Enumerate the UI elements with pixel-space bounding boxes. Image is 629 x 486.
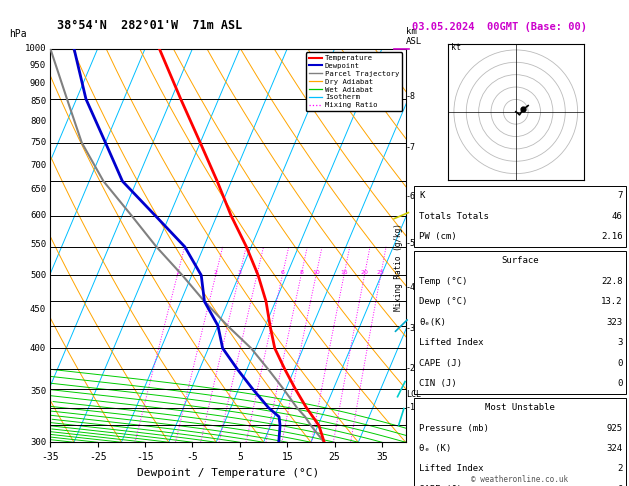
Text: 324: 324 (606, 444, 623, 453)
Text: CAPE (J): CAPE (J) (419, 359, 462, 367)
Text: km
ASL: km ASL (406, 27, 422, 46)
Text: 8: 8 (299, 270, 303, 275)
Text: 6: 6 (281, 270, 284, 275)
Text: 03.05.2024  00GMT (Base: 00): 03.05.2024 00GMT (Base: 00) (412, 21, 587, 32)
Text: Most Unstable: Most Unstable (485, 403, 555, 412)
Text: 850: 850 (30, 97, 46, 106)
Text: Pressure (mb): Pressure (mb) (419, 424, 489, 433)
Text: kt: kt (452, 43, 462, 52)
Text: 0: 0 (617, 359, 623, 367)
Text: 2: 2 (214, 270, 218, 275)
Text: θₑ (K): θₑ (K) (419, 444, 451, 453)
Text: 800: 800 (30, 117, 46, 126)
Text: 1: 1 (175, 270, 179, 275)
Text: 7: 7 (617, 191, 623, 200)
Text: 0: 0 (617, 485, 623, 486)
Text: 25: 25 (377, 270, 384, 275)
Text: 700: 700 (30, 161, 46, 170)
Text: 2: 2 (617, 465, 623, 473)
Text: 2.16: 2.16 (601, 232, 623, 241)
Text: -4: -4 (406, 282, 416, 292)
Text: 1000: 1000 (25, 44, 46, 53)
Text: -7: -7 (406, 143, 416, 152)
Text: Mixing Ratio (g/kg): Mixing Ratio (g/kg) (394, 224, 403, 311)
Text: -1: -1 (406, 402, 416, 412)
Text: Totals Totals: Totals Totals (419, 212, 489, 221)
Text: Surface: Surface (501, 257, 538, 265)
Text: 0: 0 (617, 379, 623, 388)
Text: 300: 300 (30, 438, 46, 447)
Text: θₑ(K): θₑ(K) (419, 318, 446, 327)
Text: Dewp (°C): Dewp (°C) (419, 297, 467, 306)
Text: 10: 10 (312, 270, 320, 275)
Text: 500: 500 (30, 271, 46, 280)
Text: Temp (°C): Temp (°C) (419, 277, 467, 286)
Text: -5: -5 (406, 239, 416, 248)
Text: -8: -8 (406, 92, 416, 101)
Text: CAPE (J): CAPE (J) (419, 485, 462, 486)
Text: -2: -2 (406, 364, 416, 373)
Text: 3: 3 (617, 338, 623, 347)
Text: -6: -6 (406, 192, 416, 201)
Text: 13.2: 13.2 (601, 297, 623, 306)
Text: 400: 400 (30, 344, 46, 353)
X-axis label: Dewpoint / Temperature (°C): Dewpoint / Temperature (°C) (137, 468, 319, 478)
Text: LCL: LCL (406, 390, 421, 399)
Text: 450: 450 (30, 305, 46, 314)
Text: 46: 46 (612, 212, 623, 221)
Text: 750: 750 (30, 138, 46, 147)
Legend: Temperature, Dewpoint, Parcel Trajectory, Dry Adiabat, Wet Adiabat, Isotherm, Mi: Temperature, Dewpoint, Parcel Trajectory… (306, 52, 402, 111)
Text: 550: 550 (30, 240, 46, 248)
Text: 900: 900 (30, 79, 46, 87)
Text: K: K (419, 191, 425, 200)
Text: Lifted Index: Lifted Index (419, 338, 484, 347)
Text: 350: 350 (30, 387, 46, 397)
Text: 925: 925 (606, 424, 623, 433)
Text: 650: 650 (30, 185, 46, 194)
Text: 38°54'N  282°01'W  71m ASL: 38°54'N 282°01'W 71m ASL (57, 18, 242, 32)
Text: © weatheronline.co.uk: © weatheronline.co.uk (471, 474, 569, 484)
Text: 3: 3 (237, 270, 242, 275)
Text: 600: 600 (30, 211, 46, 220)
Text: 323: 323 (606, 318, 623, 327)
Text: -3: -3 (406, 324, 416, 333)
Text: hPa: hPa (9, 29, 27, 39)
Text: CIN (J): CIN (J) (419, 379, 457, 388)
Text: PW (cm): PW (cm) (419, 232, 457, 241)
Text: 22.8: 22.8 (601, 277, 623, 286)
Text: 20: 20 (360, 270, 369, 275)
Text: 15: 15 (340, 270, 348, 275)
Text: 950: 950 (30, 61, 46, 70)
Text: 4: 4 (255, 270, 259, 275)
Text: Lifted Index: Lifted Index (419, 465, 484, 473)
